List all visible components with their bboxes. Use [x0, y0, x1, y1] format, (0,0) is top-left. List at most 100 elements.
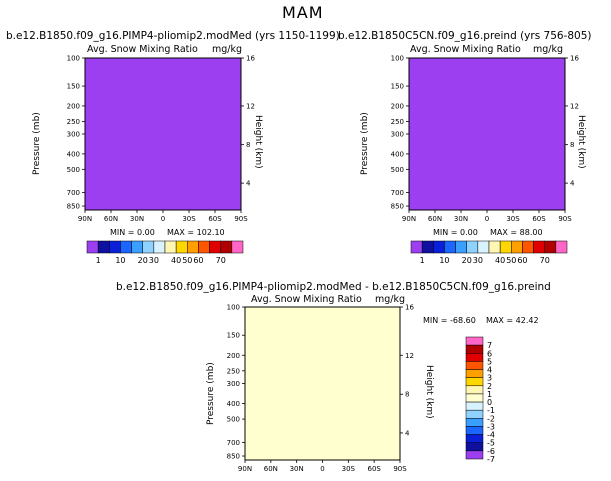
panel1-colorbar-swatch	[231, 240, 244, 254]
panel3-colorbar-label: 1	[487, 390, 492, 399]
panel3-colorbar-label: 7	[487, 341, 492, 350]
panel3-xtick-label: 60N	[264, 465, 278, 473]
panel3-colorbar-swatch	[465, 369, 484, 378]
panel2-ytick-label: 700	[391, 189, 404, 197]
panel3-colorbar-label: 2	[487, 382, 492, 391]
panel2-colorbar-swatch	[522, 240, 534, 254]
panel1-units: mg/kg	[212, 44, 243, 55]
panel2-colorbar-label: 60	[517, 256, 527, 265]
panel1-colorbar-label: 1	[96, 256, 101, 265]
panel3-colorbar-swatch	[465, 385, 484, 395]
panel1-colorbar-swatch	[97, 240, 110, 254]
panel2-colorbar-swatch	[477, 240, 490, 254]
panel3-colorbar-label: -4	[487, 431, 495, 440]
panel1-rtick-label: 12	[246, 102, 255, 110]
panel1-colorbar-label: 70	[216, 256, 226, 265]
panel3-colorbar-swatch	[465, 450, 484, 460]
panel1-colorbar-swatch	[131, 240, 143, 254]
panel2-variable: Avg. Snow Mixing Ratio	[410, 44, 521, 55]
panel1-colorbar-label: 20	[138, 256, 148, 265]
panel2-xtick-label: 90S	[558, 215, 572, 223]
panel1-ytick-label: 100	[67, 55, 80, 63]
panel1-colorbar-swatch	[120, 240, 132, 254]
panel3-colorbar-label: -3	[487, 422, 495, 431]
panel3-colorbar-label: 5	[487, 357, 492, 366]
panel3-title: b.e12.B1850.f09_g16.PIMP4-pliomip2.modMe…	[116, 281, 551, 293]
panel1-colorbar-label: 30	[149, 256, 159, 265]
panel3-colorbar-label: 0	[487, 398, 492, 407]
panel1-ytick-label: 300	[67, 131, 80, 139]
panel3-colorbar-label: -7	[487, 455, 495, 464]
panel1-title: b.e12.B1850.f09_g16.PIMP4-pliomip2.modMe…	[6, 30, 340, 42]
panel2-ytick-label: 300	[391, 131, 404, 139]
panel2-colorbar-label: 50	[506, 256, 516, 265]
page-title: MAM	[282, 3, 324, 22]
panel3-xtick-label: 90N	[238, 465, 252, 473]
panel1-colorbar-swatch	[164, 240, 177, 254]
panel1-colorbar-swatch	[220, 240, 233, 254]
panel1-min: MIN = 0.00	[110, 228, 155, 237]
panel2-rtick-label: 8	[570, 141, 574, 149]
panel3-colorbar-swatch	[465, 344, 484, 354]
panel2-colorbar-swatch	[444, 240, 456, 254]
panel2-ytick-label: 500	[391, 166, 404, 174]
panel2-xtick-label: 60N	[428, 215, 442, 223]
panel2-colorbar-label: 20	[462, 256, 472, 265]
panel2-ytick-label: 200	[391, 102, 404, 110]
panel1-colorbar-swatch	[209, 240, 221, 254]
panel3-ytick-label: 300	[227, 380, 240, 388]
panel2-ytick-label: 850	[391, 203, 404, 211]
panel3-ytick-label: 400	[227, 400, 240, 408]
panel1-xtick-label: 60S	[208, 215, 222, 223]
panel1-colorbar-swatch	[142, 240, 155, 254]
panel1-ytick-label: 850	[67, 203, 80, 211]
panel3-colorbar-swatch	[465, 361, 484, 370]
panel3-colorbar-swatch	[465, 336, 484, 346]
panel3-colorbar-swatch	[465, 409, 484, 419]
panel1-background	[85, 58, 241, 210]
panel3-colorbar-label: 6	[487, 349, 492, 358]
panel1-colorbar-swatch	[86, 240, 99, 254]
panel2-colorbar-swatch	[511, 240, 523, 254]
panel2-title: b.e12.B1850C5CN.f09_g16.preind (yrs 756-…	[338, 30, 592, 42]
panel1-rtick-label: 8	[246, 141, 250, 149]
panel1-variable: Avg. Snow Mixing Ratio	[87, 44, 198, 55]
panel3-colorbar-label: -6	[487, 447, 495, 456]
panel3-min: MIN = -68.60	[423, 316, 476, 325]
panel2-colorbar-swatch	[488, 240, 501, 254]
panel2-colorbar-label: 1	[420, 256, 425, 265]
panel2-colorbar-swatch	[555, 240, 568, 254]
panel2-colorbar-swatch	[455, 240, 467, 254]
panel2-colorbar-label: 10	[439, 256, 449, 265]
panel2-colorbar-swatch	[544, 240, 557, 254]
panel2-colorbar-swatch	[499, 240, 512, 254]
panel2-ytick-label: 150	[391, 83, 404, 91]
panel3-xtick-label: 90S	[393, 465, 407, 473]
panel3-colorbar-label: -5	[487, 439, 495, 448]
panel3-ytick-label: 200	[227, 352, 240, 360]
panel3-colorbar-swatch	[465, 418, 484, 427]
panel2-colorbar-swatch	[533, 240, 545, 254]
panel2-background	[409, 58, 565, 210]
panel2-units: mg/kg	[533, 44, 564, 55]
panel3-ytick-label: 850	[227, 453, 240, 461]
panel1-colorbar-label: 50	[182, 256, 192, 265]
panel3-max: MAX = 42.42	[486, 316, 539, 325]
panel3-colorbar-label: -2	[487, 414, 495, 423]
panel1-xtick-label: 90N	[78, 215, 92, 223]
panel3-xtick-label: 60S	[367, 465, 381, 473]
panel3-variable: Avg. Snow Mixing Ratio	[251, 294, 362, 305]
panel2-xtick-label: 60S	[532, 215, 546, 223]
panel1-colorbar-swatch	[187, 240, 199, 254]
panel1-colorbar-label: 10	[115, 256, 125, 265]
panel3-colorbar-swatch	[465, 434, 484, 443]
panel3-ytick-label: 500	[227, 416, 240, 424]
panel3-xtick-label: 30S	[342, 465, 356, 473]
panel3-background	[245, 307, 400, 460]
panel3-rtick-label: 12	[405, 352, 414, 360]
panel3-ytick-label: 150	[227, 332, 240, 340]
panel2-colorbar-label: 40	[495, 256, 505, 265]
panel2-xtick-label: 30S	[506, 215, 520, 223]
panel1-ytick-label: 700	[67, 189, 80, 197]
